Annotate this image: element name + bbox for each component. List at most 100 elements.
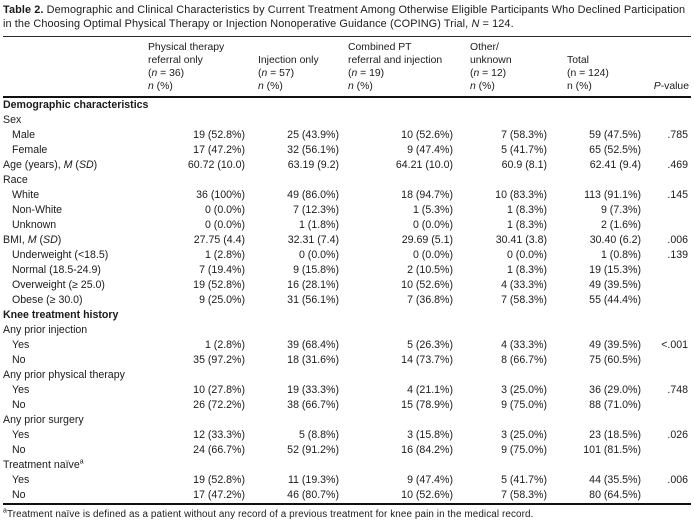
table-row: Yes 19 (52.8%) 11 (19.3%) 9 (47.4%) 5 (41.7%… xyxy=(3,473,691,488)
table-row: White 36 (100%) 49 (86.0%) 18 (94.7%) 10 (83… xyxy=(3,188,691,203)
data-cell: 88 (71.0%) xyxy=(589,399,641,411)
table-row: Sex xyxy=(3,113,691,128)
data-cell: 10 (83.3%) xyxy=(495,189,547,201)
row-label: No xyxy=(12,399,26,411)
table-row: Yes 12 (33.3%) 5 (8.8%) 3 (15.8%) 3 (25.0%) 2… xyxy=(3,428,691,443)
column-header-injection-only: Injection only (n = 57) n (%) xyxy=(258,36,348,98)
row-label: No xyxy=(12,354,26,366)
data-cell: 18 (94.7%) xyxy=(401,189,453,201)
data-cell: .139 xyxy=(667,249,688,261)
data-cell: 1 (8.3%) xyxy=(506,219,547,231)
data-cell: 9 (15.8%) xyxy=(293,264,339,276)
data-cell: 18 (31.6%) xyxy=(287,354,339,366)
data-cell: 46 (80.7%) xyxy=(287,489,339,501)
data-cell: 9 (75.0%) xyxy=(501,399,547,411)
data-cell: 9 (47.4%) xyxy=(407,144,453,156)
data-cell: 5 (41.7%) xyxy=(501,144,547,156)
data-cell: 64.21 (10.0) xyxy=(395,159,453,171)
data-cell: 49 (39.5%) xyxy=(589,339,641,351)
row-label: Any prior surgery xyxy=(3,414,84,426)
data-cell: 16 (84.2%) xyxy=(401,444,453,456)
data-cell: 55 (44.4%) xyxy=(589,294,641,306)
row-label: Unknown xyxy=(12,219,57,231)
data-cell: 10 (52.6%) xyxy=(401,129,453,141)
data-cell: 0 (0.0%) xyxy=(412,249,453,261)
data-cell: 7 (12.3%) xyxy=(293,204,339,216)
row-label: Yes xyxy=(12,474,30,486)
data-cell: 9 (75.0%) xyxy=(501,444,547,456)
table-row: Yes 10 (27.8%) 19 (33.3%) 4 (21.1%) 3 (25.0%… xyxy=(3,383,691,398)
data-cell: .006 xyxy=(667,234,688,246)
table-row: Yes 1 (2.8%) 39 (68.4%) 5 (26.3%) 4 (33.3%) 4… xyxy=(3,338,691,353)
table-caption-label: Table 2. xyxy=(3,4,44,16)
table-row: No 26 (72.2%) 38 (66.7%) 15 (78.9%) 9 (75.0%… xyxy=(3,398,691,413)
table-row: Any prior injection xyxy=(3,323,691,338)
data-cell: 1 (0.8%) xyxy=(600,249,641,261)
data-cell: 19 (52.8%) xyxy=(193,279,245,291)
data-cell: 36 (100%) xyxy=(196,189,245,201)
data-cell: 32.31 (7.4) xyxy=(287,234,339,246)
data-cell xyxy=(649,278,691,293)
table-row: No 24 (66.7%) 52 (91.2%) 16 (84.2%) 9 (75.0%… xyxy=(3,443,691,458)
data-cell: 9 (7.3%) xyxy=(600,204,641,216)
row-label: Normal (18.5-24.9) xyxy=(12,264,101,276)
data-cell: .145 xyxy=(667,189,688,201)
data-cell: 52 (91.2%) xyxy=(287,444,339,456)
data-cell: 5 (26.3%) xyxy=(407,339,453,351)
column-header-other-unknown: Other/unknown (n = 12) n (%) xyxy=(470,36,567,98)
data-cell: 2 (10.5%) xyxy=(407,264,453,276)
row-label: White xyxy=(12,189,40,201)
data-cell: 0 (0.0%) xyxy=(204,219,245,231)
data-cell: 7 (19.4%) xyxy=(199,264,245,276)
row-label: Any prior physical therapy xyxy=(3,369,125,381)
table-row: Any prior surgery xyxy=(3,413,691,428)
table-row: Normal (18.5-24.9) 7 (19.4%) 9 (15.8%) 2 (1… xyxy=(3,263,691,278)
data-cell xyxy=(649,218,691,233)
table-row: Race xyxy=(3,173,691,188)
data-cell: 0 (0.0%) xyxy=(204,204,245,216)
data-cell xyxy=(649,443,691,458)
data-cell: 23 (18.5%) xyxy=(589,429,641,441)
data-cell: 44 (35.5%) xyxy=(589,474,641,486)
data-cell xyxy=(649,488,691,504)
data-cell: 1 (2.8%) xyxy=(204,249,245,261)
data-cell: 31 (56.1%) xyxy=(287,294,339,306)
data-cell: 26 (72.2%) xyxy=(193,399,245,411)
data-cell: 75 (60.5%) xyxy=(589,354,641,366)
row-label: Female xyxy=(12,144,48,156)
data-cell: 60.72 (10.0) xyxy=(187,159,245,171)
data-cell xyxy=(649,293,691,308)
row-label: Demographic characteristics xyxy=(3,99,149,111)
row-label: Knee treatment history xyxy=(3,309,119,321)
data-cell: 30.41 (3.8) xyxy=(495,234,547,246)
table-row: Obese (≥ 30.0) 9 (25.0%) 31 (56.1%) 7 (36.8… xyxy=(3,293,691,308)
data-cell: 63.19 (9.2) xyxy=(287,159,339,171)
data-cell: 4 (21.1%) xyxy=(407,384,453,396)
data-cell: <.001 xyxy=(661,339,688,351)
table-body: Demographic characteristics Sex Male 19 (52… xyxy=(3,97,691,504)
table-row: Male 19 (52.8%) 25 (43.9%) 10 (52.6%) 7 (58.… xyxy=(3,128,691,143)
data-cell: 27.75 (4.4) xyxy=(193,234,245,246)
data-cell: 39 (68.4%) xyxy=(287,339,339,351)
data-cell: 30.40 (6.2) xyxy=(589,234,641,246)
data-cell: .785 xyxy=(667,129,688,141)
data-cell: 24 (66.7%) xyxy=(193,444,245,456)
data-cell: 9 (47.4%) xyxy=(407,474,453,486)
data-cell: 3 (15.8%) xyxy=(407,429,453,441)
data-cell: 19 (52.8%) xyxy=(193,129,245,141)
demographics-table: Physical therapy referral only (n = 36) n (… xyxy=(3,36,691,505)
data-cell: 3 (25.0%) xyxy=(501,384,547,396)
table-row: Underweight (<18.5) 1 (2.8%) 0 (0.0%) 0 (0.… xyxy=(3,248,691,263)
table-row: Unknown 0 (0.0%) 1 (1.8%) 0 (0.0%) 1 (8.3%) 2… xyxy=(3,218,691,233)
table-caption: Table 2. Demographic and Clinical Charac… xyxy=(3,4,691,31)
table-row: Any prior physical therapy xyxy=(3,368,691,383)
data-cell: 2 (1.6%) xyxy=(600,219,641,231)
row-label: Yes xyxy=(12,339,30,351)
table-row: Female 17 (47.2%) 32 (56.1%) 9 (47.4%) 5 (41… xyxy=(3,143,691,158)
data-cell: 7 (36.8%) xyxy=(407,294,453,306)
data-cell xyxy=(649,203,691,218)
data-cell xyxy=(649,263,691,278)
row-label: BMI, M (SD) xyxy=(3,234,62,246)
data-cell: 1 (5.3%) xyxy=(412,204,453,216)
